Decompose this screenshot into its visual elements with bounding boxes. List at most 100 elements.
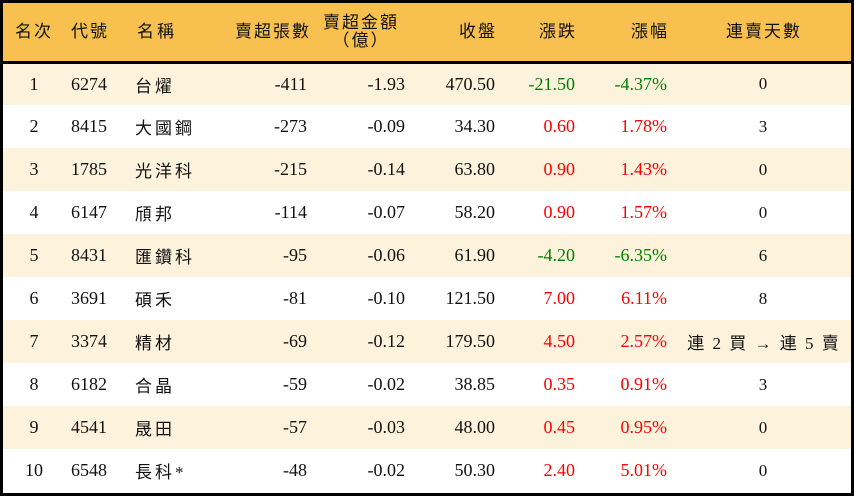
cell-change: -4.20 — [537, 245, 576, 265]
cell-rank: 7 — [29, 331, 39, 351]
cell-rank: 2 — [29, 116, 39, 136]
table-body: 1 6274 台燿 -411 -1.93 470.50 -21.50 -4.37… — [3, 62, 851, 492]
cell-name: 長科* — [135, 463, 187, 482]
cell-close: 50.30 — [454, 460, 496, 480]
cell-code: 8431 — [71, 245, 107, 265]
header-code: 代號 — [71, 21, 109, 41]
cell-change: 7.00 — [543, 288, 576, 308]
cell-net-sell-lots: -57 — [283, 417, 307, 437]
cell-name: 碩禾 — [135, 291, 175, 310]
cell-change-pct: -4.37% — [614, 73, 668, 94]
cell-close: 61.90 — [454, 245, 496, 265]
cell-change-pct: 6.11% — [621, 288, 667, 308]
cell-close: 48.00 — [454, 417, 496, 437]
header-change: 漲跌 — [539, 21, 577, 41]
table-row: 9 4541 晟田 -57 -0.03 48.00 0.45 0.95% 0 — [3, 406, 851, 449]
header-consecutive-days: 連賣天數 — [726, 21, 802, 41]
cell-rank: 4 — [29, 202, 39, 222]
cell-code: 4541 — [71, 417, 107, 437]
cell-net-sell-amount: -0.07 — [367, 202, 406, 222]
cell-consecutive-days: 3 — [758, 116, 770, 136]
cell-change-pct: 1.78% — [620, 116, 668, 136]
cell-close: 121.50 — [445, 288, 496, 308]
cell-consecutive-days: 連 2 買 → 連 5 賣 — [687, 334, 841, 353]
header-row: 名次 代號 名稱 賣超張數 賣超金額 （億） 收盤 漲跌 漲幅 連賣天數 — [3, 3, 851, 62]
net-sell-ranking-table: 名次 代號 名稱 賣超張數 賣超金額 （億） 收盤 漲跌 漲幅 連賣天數 1 6… — [3, 3, 851, 492]
cell-name: 精材 — [135, 334, 175, 353]
cell-name: 光洋科 — [135, 162, 195, 181]
cell-net-sell-amount: -0.02 — [367, 374, 406, 394]
cell-close: 38.85 — [454, 374, 496, 394]
cell-net-sell-lots: -48 — [283, 460, 307, 480]
cell-code: 1785 — [71, 159, 107, 179]
cell-change: -21.50 — [528, 73, 576, 94]
cell-net-sell-amount: -0.14 — [367, 159, 406, 179]
cell-code: 6182 — [71, 374, 107, 394]
cell-net-sell-amount: -0.09 — [367, 116, 406, 136]
cell-consecutive-days: 8 — [758, 288, 770, 308]
cell-net-sell-amount: -0.12 — [367, 331, 406, 351]
header-net-sell-amount-line1: 賣超金額 — [323, 12, 399, 32]
cell-change-pct: 0.95% — [620, 417, 668, 437]
cell-rank: 3 — [29, 159, 39, 179]
cell-code: 3691 — [71, 288, 107, 308]
cell-close: 34.30 — [454, 116, 496, 136]
cell-change: 0.60 — [543, 116, 576, 136]
cell-net-sell-lots: -411 — [274, 73, 307, 94]
header-change-pct: 漲幅 — [631, 21, 669, 41]
table-row: 4 6147 頎邦 -114 -0.07 58.20 0.90 1.57% 0 — [3, 191, 851, 234]
header-net-sell-lots: 賣超張數 — [235, 21, 311, 41]
header-rank: 名次 — [15, 21, 53, 41]
cell-consecutive-days: 0 — [758, 159, 770, 179]
cell-net-sell-lots: -273 — [274, 116, 307, 136]
cell-change-pct: 2.57% — [620, 331, 668, 351]
cell-change-pct: 0.91% — [620, 374, 668, 394]
table-row: 1 6274 台燿 -411 -1.93 470.50 -21.50 -4.37… — [3, 62, 851, 105]
cell-close: 470.50 — [445, 73, 496, 94]
cell-change: 0.90 — [543, 202, 576, 222]
cell-code: 8415 — [71, 116, 107, 136]
cell-name: 大國鋼 — [135, 119, 195, 138]
cell-change: 2.40 — [543, 460, 576, 480]
table-row: 5 8431 匯鑽科 -95 -0.06 61.90 -4.20 -6.35% … — [3, 234, 851, 277]
cell-net-sell-amount: -0.06 — [367, 245, 406, 265]
cell-net-sell-amount: -0.03 — [367, 417, 406, 437]
cell-code: 3374 — [71, 331, 107, 351]
cell-name: 匯鑽科 — [135, 248, 195, 267]
cell-change-pct: 1.43% — [620, 159, 668, 179]
cell-rank: 5 — [29, 245, 39, 265]
table-header: 名次 代號 名稱 賣超張數 賣超金額 （億） 收盤 漲跌 漲幅 連賣天數 — [3, 3, 851, 62]
cell-net-sell-lots: -69 — [283, 331, 307, 351]
cell-change: 0.90 — [543, 159, 576, 179]
cell-net-sell-lots: -114 — [274, 202, 307, 222]
cell-name: 台燿 — [135, 76, 175, 96]
cell-close: 58.20 — [454, 202, 496, 222]
cell-change: 0.45 — [543, 417, 576, 437]
cell-change: 4.50 — [543, 331, 576, 351]
cell-net-sell-lots: -95 — [283, 245, 307, 265]
table-row: 6 3691 碩禾 -81 -0.10 121.50 7.00 6.11% 8 — [3, 277, 851, 320]
cell-consecutive-days: 6 — [758, 245, 770, 265]
cell-net-sell-lots: -81 — [283, 288, 307, 308]
cell-change-pct: 1.57% — [620, 202, 668, 222]
cell-code: 6274 — [71, 73, 107, 94]
cell-change-pct: -6.35% — [614, 245, 668, 265]
cell-name: 晟田 — [135, 420, 175, 439]
cell-name: 頎邦 — [135, 205, 175, 224]
table-row: 8 6182 合晶 -59 -0.02 38.85 0.35 0.91% 3 — [3, 363, 851, 406]
cell-close: 63.80 — [454, 159, 496, 179]
cell-net-sell-lots: -59 — [283, 374, 307, 394]
cell-name: 合晶 — [135, 377, 175, 396]
cell-net-sell-lots: -215 — [274, 159, 307, 179]
cell-net-sell-amount: -0.02 — [367, 460, 406, 480]
cell-consecutive-days: 0 — [758, 460, 770, 480]
cell-rank: 6 — [29, 288, 39, 308]
table-row: 2 8415 大國鋼 -273 -0.09 34.30 0.60 1.78% 3 — [3, 105, 851, 148]
cell-code: 6147 — [71, 202, 107, 222]
cell-consecutive-days: 3 — [758, 374, 770, 394]
header-name: 名稱 — [137, 21, 177, 41]
cell-rank: 9 — [29, 417, 39, 437]
cell-consecutive-days: 0 — [758, 202, 770, 222]
cell-code: 6548 — [71, 460, 107, 480]
